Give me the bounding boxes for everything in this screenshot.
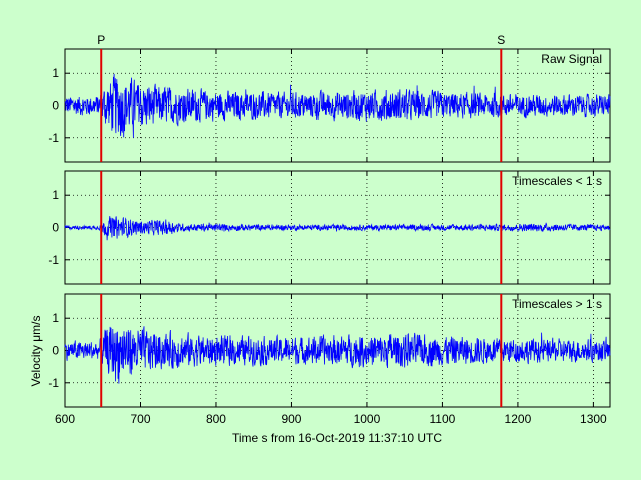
panel-title: Raw Signal <box>541 52 602 66</box>
y-tick-label: 0 <box>52 99 59 113</box>
y-tick-label: 1 <box>52 311 59 325</box>
panel-2: -1 0 1 Timescales < 1 s <box>48 170 611 285</box>
panel-title: Timescales > 1 s <box>512 297 602 311</box>
signal-trace <box>64 73 611 138</box>
y-tick-label: -1 <box>48 253 59 267</box>
panels: -1 0 1 P S Raw Signal -1 0 1 Timescales < 1 s -1 0 1… <box>48 33 611 426</box>
panel-3: -1 0 1 Timescales > 1 s 600 700 800 900 1000 1100… <box>48 293 611 426</box>
y-tick-label: -1 <box>48 131 59 145</box>
x-axis-label: Time s from 16-Oct-2019 11:37:10 UTC <box>232 431 442 445</box>
x-tick-label: 1100 <box>430 412 456 426</box>
signal-trace <box>64 326 611 384</box>
y-axis-label: Velocity μm/s <box>29 316 43 387</box>
x-tick-label: 700 <box>130 412 150 426</box>
y-tick-label: -1 <box>48 376 59 390</box>
y-tick-label: 1 <box>52 66 59 80</box>
x-tick-label: 800 <box>206 412 226 426</box>
signal-trace <box>64 216 611 241</box>
panel-title: Timescales < 1 s <box>512 174 602 188</box>
y-tick-label: 0 <box>52 221 59 235</box>
x-tick-label: 600 <box>55 412 75 426</box>
y-tick-label: 0 <box>52 344 59 358</box>
x-tick-label: 1200 <box>505 412 532 426</box>
x-tick-label: 1000 <box>354 412 381 426</box>
panel-1: -1 0 1 P S Raw Signal <box>48 33 611 163</box>
phase-marker-label: S <box>497 33 505 47</box>
phase-marker-label: P <box>97 33 105 47</box>
x-tick-label: 1300 <box>580 412 607 426</box>
y-tick-label: 1 <box>52 188 59 202</box>
x-tick-label: 900 <box>281 412 301 426</box>
